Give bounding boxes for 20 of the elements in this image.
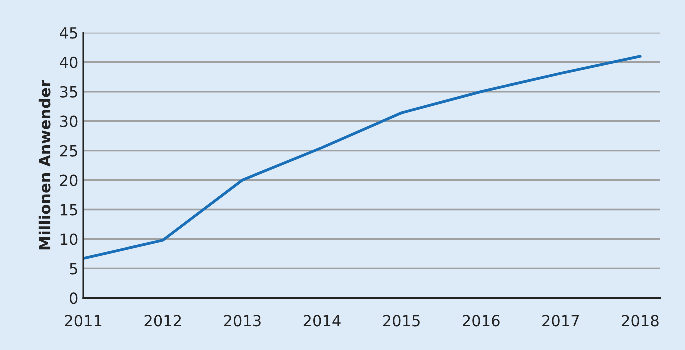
y-tick-label: 30 bbox=[60, 116, 78, 128]
y-tick-label: 0 bbox=[70, 292, 78, 304]
x-tick-label: 2012 bbox=[144, 315, 182, 327]
x-tick-label: 2016 bbox=[463, 315, 500, 327]
y-axis-title: Millionen Anwender bbox=[38, 80, 51, 250]
x-tick-label: 2011 bbox=[65, 315, 102, 327]
y-tick-label: 20 bbox=[60, 174, 78, 186]
y-tick-label: 25 bbox=[60, 145, 78, 157]
x-tick-label: 2013 bbox=[224, 315, 261, 327]
x-tick-label: 2018 bbox=[622, 315, 659, 327]
y-tick-label: 40 bbox=[60, 56, 78, 68]
y-tick-label: 45 bbox=[60, 28, 78, 39]
x-tick-label: 2014 bbox=[304, 315, 341, 327]
y-tick-label: 35 bbox=[60, 86, 78, 98]
x-tick-label: 2017 bbox=[542, 315, 580, 327]
x-tick-label: 2015 bbox=[383, 315, 420, 327]
y-tick-label: 5 bbox=[70, 263, 78, 275]
y-tick-label: 10 bbox=[60, 234, 78, 246]
line-series bbox=[84, 55, 642, 260]
y-tick-label: 15 bbox=[60, 204, 78, 216]
